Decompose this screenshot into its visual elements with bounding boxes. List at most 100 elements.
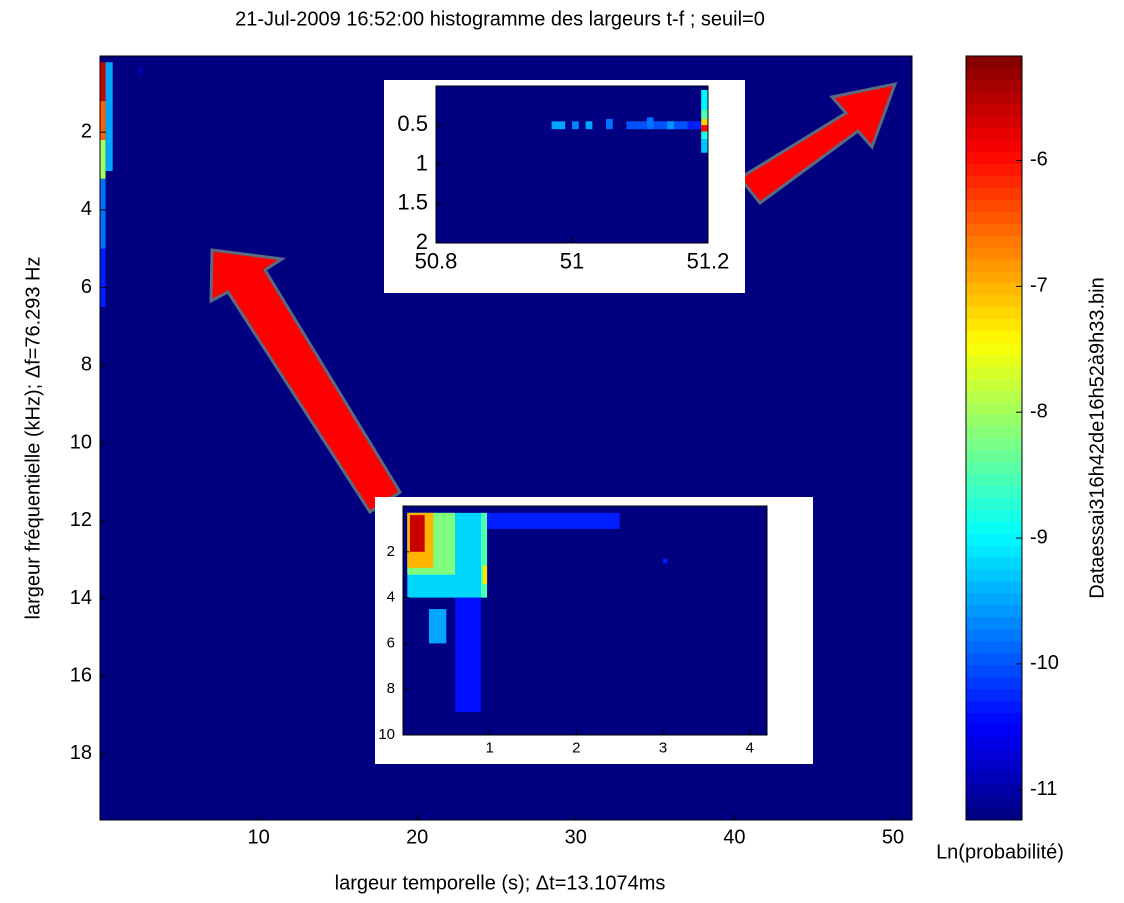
- x-tick-label: 50.8: [415, 249, 458, 274]
- heatmap-cell: [701, 139, 708, 153]
- y-tick-label: 8: [387, 680, 395, 697]
- x-tick-label: 20: [406, 826, 428, 848]
- plot-frame: [99, 55, 913, 821]
- heatmap-cell: [663, 558, 668, 564]
- colorbar-swatch: [966, 700, 1022, 714]
- heatmap-cell: [100, 101, 106, 140]
- heatmap-cell: [487, 512, 620, 529]
- colorbar-swatch: [966, 426, 1022, 439]
- heatmap-cell: [481, 512, 488, 598]
- inset-layer: 50.8 51 51.2 0.5 1 1.5 2 1 2 3 4 2 4 6 8 10: [375, 80, 813, 764]
- arrow: [737, 81, 898, 206]
- arrows: [209, 81, 898, 515]
- x-tick-label: 40: [723, 826, 745, 848]
- colorbar-swatch: [966, 748, 1022, 761]
- x-tick-label: 51.2: [687, 249, 730, 274]
- y-tick-label: 4: [81, 198, 92, 220]
- colorbar-swatch: [966, 605, 1022, 618]
- plot-frame: [402, 505, 768, 736]
- heatmap-cell: [455, 597, 481, 713]
- colorbar-swatch: [966, 127, 1022, 141]
- heatmap-cell: [409, 515, 425, 552]
- x-tick-label: 1: [485, 739, 493, 756]
- y-tick-label: 10: [378, 726, 395, 743]
- heatmap-cell: [105, 62, 113, 172]
- colorbar-swatch: [966, 652, 1022, 666]
- colorbar-swatch: [966, 438, 1022, 451]
- colorbar-tick-label: -11: [1030, 778, 1057, 800]
- x-tick-label: 2: [572, 739, 580, 756]
- heatmap-background: [436, 86, 708, 243]
- colorbar-swatch: [966, 640, 1022, 654]
- y-tick-label: 2: [387, 543, 395, 560]
- colorbar-label: Dataessai316h42de16h52à9h33.bin: [1086, 277, 1108, 598]
- colorbar-swatch: [966, 366, 1022, 379]
- heatmap-cell: [572, 121, 579, 130]
- colorbar-swatch: [966, 354, 1022, 367]
- colorbar-tick-label: -8: [1030, 400, 1048, 422]
- colorbar-swatch: [966, 402, 1022, 415]
- colorbar-swatch: [966, 139, 1022, 152]
- y-tick-label: 1: [416, 150, 428, 175]
- heatmap-cell: [701, 125, 708, 132]
- colorbar-swatch: [966, 56, 1022, 69]
- colorbar-swatch: [966, 449, 1022, 463]
- y-tick-label: 14: [70, 587, 92, 609]
- colorbar-title: Ln(probabilité): [936, 841, 1064, 863]
- colorbar-swatch: [966, 258, 1022, 272]
- y-tick-label: 8: [81, 354, 92, 376]
- heatmap-cell: [429, 609, 447, 644]
- colorbar-swatch: [966, 187, 1022, 200]
- y-tick-label: 18: [70, 742, 92, 764]
- colorbar-swatch: [966, 676, 1022, 690]
- heatmap-cell: [139, 66, 142, 74]
- colorbar-swatch: [966, 808, 1022, 821]
- heatmap-cell: [701, 109, 708, 119]
- colorbar-tick-label: -7: [1030, 275, 1048, 297]
- y-tick-label: 2: [416, 229, 428, 254]
- colorbar-swatch: [966, 151, 1022, 164]
- colorbar-swatch: [966, 247, 1022, 260]
- heatmap-cell: [585, 121, 593, 130]
- colorbar-swatch: [966, 784, 1022, 797]
- heatmap-cell: [100, 248, 106, 308]
- y-tick-label: 4: [387, 589, 395, 606]
- heatmap-cell: [701, 89, 708, 110]
- x-tick-label: 4: [745, 739, 753, 756]
- colorbar-swatch: [966, 533, 1022, 546]
- colorbar-swatch: [966, 235, 1022, 248]
- heatmap-cell: [687, 121, 702, 130]
- x-tick-label: 3: [659, 739, 667, 756]
- colorbar-swatch: [966, 163, 1022, 176]
- colorbar-swatch: [966, 593, 1022, 606]
- colorbar-swatch: [966, 79, 1022, 93]
- colorbar-swatch: [966, 664, 1022, 678]
- arrow: [209, 248, 403, 515]
- heatmap-cell: [100, 178, 106, 249]
- colorbar-frame: [965, 55, 1023, 821]
- colorbar-swatch: [966, 497, 1022, 511]
- colorbar-swatch: [966, 581, 1022, 594]
- colorbar-swatch: [966, 772, 1022, 785]
- colorbar-swatch: [966, 211, 1022, 224]
- y-tick-label: 16: [70, 664, 92, 686]
- colorbar-swatch: [966, 760, 1022, 773]
- colorbar-swatch: [966, 724, 1022, 737]
- colorbar-swatch: [966, 115, 1022, 129]
- colorbar-swatch: [966, 509, 1022, 523]
- colorbar-swatch: [966, 545, 1022, 558]
- y-tick-label: 6: [387, 634, 395, 651]
- y-tick-label: 0.5: [397, 111, 428, 136]
- colorbar-swatch: [966, 736, 1022, 749]
- colorbar-swatch: [966, 67, 1022, 81]
- heatmap-cell: [626, 121, 702, 130]
- heatmap-cell: [701, 118, 708, 126]
- colorbar-swatch: [966, 569, 1022, 582]
- y-tick-label: 2: [81, 120, 92, 142]
- colorbar-swatch: [966, 270, 1022, 284]
- colorbar-swatch: [966, 342, 1022, 355]
- chart-title: 21-Jul-2009 16:52:00 histogramme des lar…: [235, 8, 765, 30]
- colorbar-swatch: [966, 521, 1022, 534]
- x-tick-label: 30: [565, 826, 587, 848]
